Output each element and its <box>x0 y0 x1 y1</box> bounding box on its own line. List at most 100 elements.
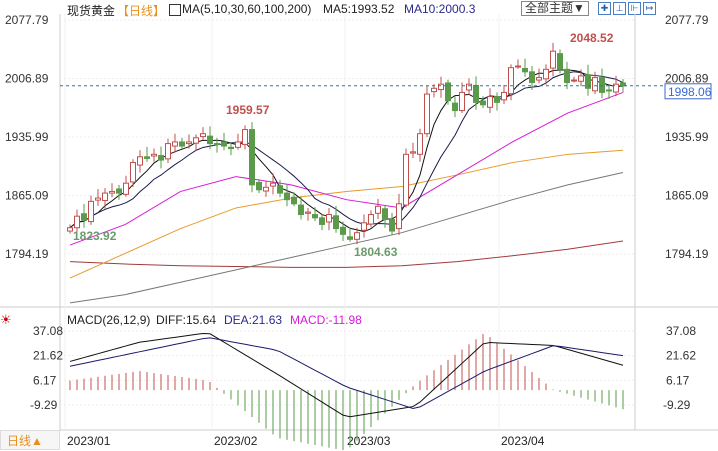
candle-body <box>116 188 122 194</box>
candle-body <box>263 186 269 192</box>
macd-tick-left: -9.29 <box>30 398 58 412</box>
candle-body <box>508 67 514 95</box>
candle-body <box>438 83 444 91</box>
candle-body <box>564 68 570 84</box>
candle-body <box>305 211 311 214</box>
candle-body <box>81 213 87 221</box>
candle-body <box>137 156 143 166</box>
candle-body <box>536 77 542 81</box>
dea-line <box>69 337 624 410</box>
candle-body <box>242 129 248 145</box>
y-tick-left: 1794.19 <box>5 247 49 261</box>
diff-line <box>69 332 624 418</box>
candle-body <box>207 135 213 145</box>
low-annotation: 1804.63 <box>354 245 398 259</box>
ma200-line <box>69 240 624 268</box>
candle-body <box>354 232 360 240</box>
y-tick-right: 1935.99 <box>665 130 709 144</box>
last-price-label: 1998.06 <box>668 85 712 99</box>
candle-body <box>529 71 535 84</box>
y-tick-left: 1935.99 <box>5 130 49 144</box>
candle-body <box>74 215 80 229</box>
candle-body <box>417 133 423 155</box>
candle-body <box>130 162 136 183</box>
candle-body <box>221 141 227 147</box>
candle-body <box>347 236 353 240</box>
candle-body <box>319 217 325 225</box>
candle-body <box>494 96 500 103</box>
ma5-line <box>69 69 624 233</box>
candle-body <box>382 208 388 220</box>
period-button[interactable]: 日线▲ <box>0 430 60 450</box>
ma-label: MA(5,10,30,60,100,200) <box>182 2 312 16</box>
macd-settings-icon[interactable]: ☀ <box>0 312 12 327</box>
candle-body <box>396 203 402 230</box>
ma30-line <box>69 91 624 246</box>
last-price-box <box>664 83 712 100</box>
candle-body <box>333 215 339 230</box>
candle-body <box>214 143 220 146</box>
candle-body <box>284 192 290 201</box>
chart-settings-icon[interactable] <box>169 4 181 16</box>
theme-dropdown[interactable]: 全部主题▼ <box>521 1 589 16</box>
candle-body <box>172 141 178 147</box>
diff-value: DIFF:15.64 <box>156 313 217 327</box>
candle-body <box>298 204 304 216</box>
y-tick-right: 2077.79 <box>665 13 709 27</box>
candle-body <box>277 185 283 194</box>
macd-tick-left: 6.17 <box>33 373 57 387</box>
period-label: 【日线】 <box>117 4 166 18</box>
x-tick: 2023/01 <box>67 434 111 448</box>
candle-body <box>445 82 451 102</box>
candle-body <box>109 190 115 194</box>
zoom-in-icon[interactable]: ⊥ <box>613 2 626 15</box>
dea-value: DEA:21.63 <box>224 313 283 327</box>
candle-body <box>606 89 612 92</box>
ma10-value: MA10:2000.3 <box>404 2 476 16</box>
ma100-line <box>69 171 624 304</box>
y-tick-left: 2077.79 <box>5 13 49 27</box>
candle-body <box>291 196 297 205</box>
candle-body <box>361 222 367 231</box>
x-tick: 2023/02 <box>214 434 258 448</box>
candle-body <box>193 137 199 144</box>
candle-body <box>228 146 234 150</box>
macd-tick-right: 21.62 <box>666 349 696 363</box>
candle-body <box>431 87 437 93</box>
candle-body <box>515 65 521 68</box>
candle-body <box>144 156 150 159</box>
macd-tick-left: 37.08 <box>33 324 63 338</box>
y-tick-right: 1865.09 <box>665 188 709 202</box>
candle-body <box>403 153 409 206</box>
macd-value: MACD:-11.98 <box>290 313 362 327</box>
candle-body <box>487 96 493 108</box>
candle-body <box>585 74 591 89</box>
candle-body <box>179 141 185 147</box>
y-tick-left: 1865.09 <box>5 188 49 202</box>
candle-body <box>578 75 584 82</box>
go-latest-icon[interactable]: ↦ <box>643 2 656 15</box>
macd-tick-right: -9.29 <box>663 398 691 412</box>
high-annotation: 2048.52 <box>570 31 614 45</box>
candle-body <box>522 68 528 73</box>
candle-body <box>270 182 276 187</box>
candle-body <box>543 68 549 80</box>
candle-body <box>186 141 192 145</box>
candle-body <box>158 155 164 161</box>
macd-tick-left: 21.62 <box>33 349 63 363</box>
candle-body <box>613 83 619 93</box>
candle-body <box>557 53 563 70</box>
candle-body <box>410 151 416 154</box>
candle-body <box>151 153 157 157</box>
ma10-line <box>69 71 624 229</box>
candle-body <box>88 200 94 223</box>
candle-body <box>123 182 129 195</box>
candle-body <box>466 83 472 91</box>
candle-body <box>368 214 374 225</box>
macd-label: MACD(26,12,9) <box>67 313 151 327</box>
candle-body <box>473 84 479 103</box>
candle-body <box>620 82 626 87</box>
candle-body <box>480 100 486 106</box>
crosshair-icon[interactable]: ✚ <box>598 2 611 15</box>
